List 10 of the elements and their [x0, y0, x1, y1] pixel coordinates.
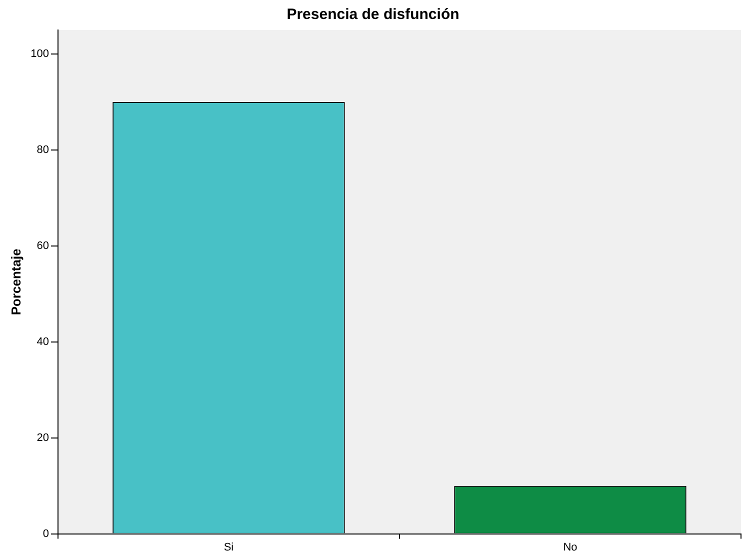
- y-tick-label: 20: [36, 432, 49, 444]
- y-axis-title: Porcentaje: [8, 248, 24, 316]
- x-tick-label: No: [563, 541, 578, 554]
- y-tick-label: 100: [30, 48, 49, 60]
- y-tick-label: 40: [36, 336, 49, 348]
- y-tick-label: 0: [42, 528, 49, 540]
- x-tick-label: Si: [224, 541, 234, 554]
- y-tick-label: 60: [36, 240, 49, 252]
- y-tick-label: 80: [36, 144, 49, 156]
- chart-title: Presencia de disfunción: [286, 6, 460, 24]
